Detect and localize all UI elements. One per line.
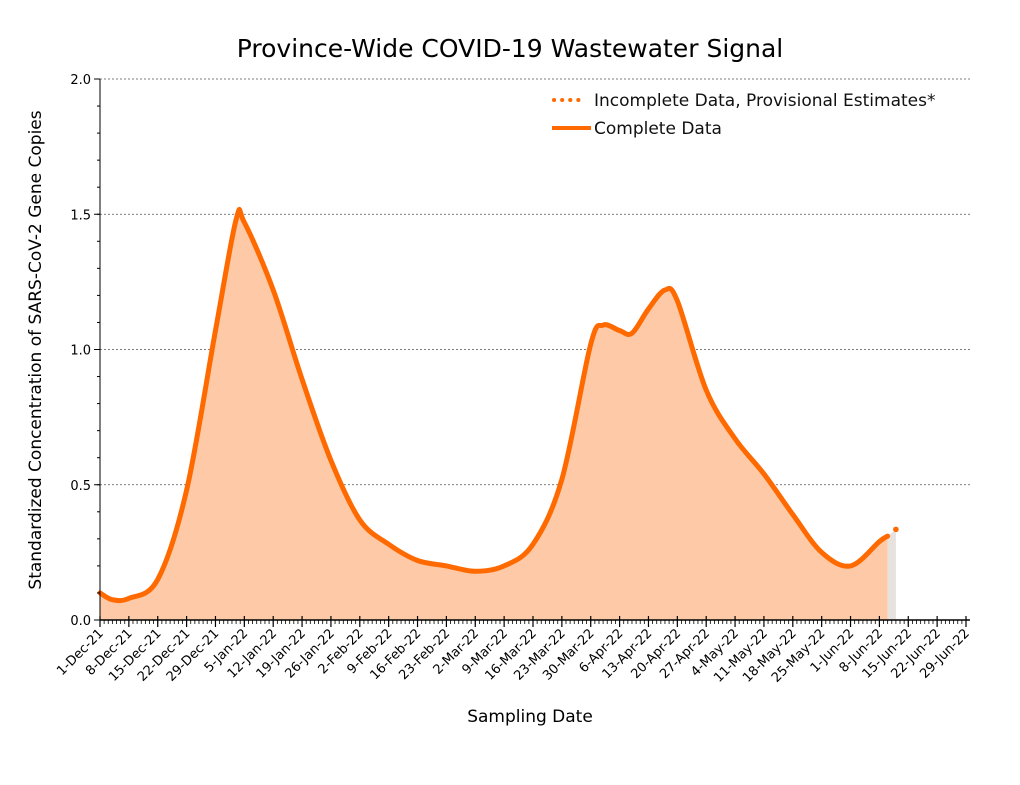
y-tick-label: 2.0: [70, 73, 91, 88]
y-tick-label: 0.0: [70, 614, 91, 629]
legend-provisional: Incomplete Data, Provisional Estimates*: [594, 91, 936, 111]
provisional-data-point: [893, 526, 899, 533]
legend: Incomplete Data, Provisional Estimates* …: [552, 91, 936, 139]
legend-complete: Complete Data: [594, 119, 722, 139]
chart-title: Province-Wide COVID-19 Wastewater Signal: [237, 34, 784, 63]
complete-data-line: [97, 207, 891, 604]
y-tick-label: 1.5: [70, 208, 91, 223]
y-axis-title: Standardized Concentration of SARS-CoV-2…: [26, 110, 46, 589]
y-tick-label: 1.0: [70, 344, 91, 359]
x-axis-title: Sampling Date: [467, 707, 593, 727]
y-tick-label: 0.5: [70, 479, 91, 494]
complete-data-area: [100, 209, 888, 620]
provisional-data-area: [887, 529, 896, 620]
